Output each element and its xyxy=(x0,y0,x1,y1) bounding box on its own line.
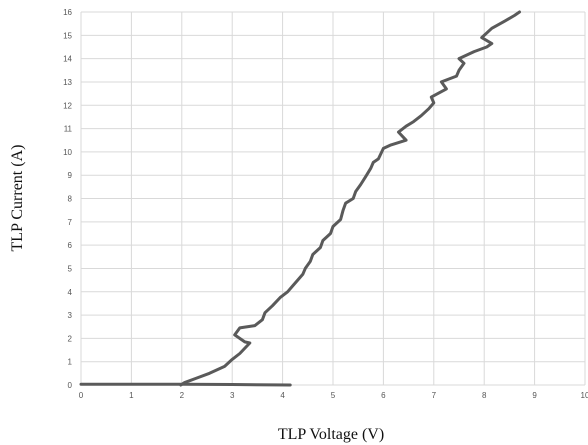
y-tick-label-15: 15 xyxy=(63,31,72,40)
y-tick-label-7: 7 xyxy=(68,218,73,227)
y-tick-label-11: 11 xyxy=(64,125,73,134)
y-tick-label-8: 8 xyxy=(68,195,73,204)
y-tick-label-10: 10 xyxy=(63,148,72,157)
x-tick-label-9: 9 xyxy=(532,391,537,400)
x-tick-label-10: 10 xyxy=(581,391,588,400)
y-tick-label-14: 14 xyxy=(63,55,72,64)
x-tick-label-1: 1 xyxy=(129,391,134,400)
y-tick-label-5: 5 xyxy=(68,264,73,273)
series-line-1 xyxy=(179,10,521,387)
y-tick-label-6: 6 xyxy=(68,241,73,250)
x-tick-label-7: 7 xyxy=(432,391,437,400)
y-tick-label-9: 9 xyxy=(68,171,73,180)
y-tick-label-3: 3 xyxy=(68,311,73,320)
y-tick-label-12: 12 xyxy=(63,101,72,110)
x-tick-label-8: 8 xyxy=(482,391,487,400)
x-axis-label: TLP Voltage (V) xyxy=(278,426,384,443)
x-tick-labels: 0 1 2 3 4 5 6 7 8 9 10 xyxy=(79,391,588,400)
series-line-0 xyxy=(79,382,292,387)
x-tick-label-2: 2 xyxy=(180,391,185,400)
data-series xyxy=(79,10,521,387)
y-tick-label-2: 2 xyxy=(68,334,73,343)
x-tick-label-6: 6 xyxy=(381,391,386,400)
y-tick-label-0: 0 xyxy=(68,381,73,390)
y-tick-label-13: 13 xyxy=(63,78,72,87)
y-tick-label-4: 4 xyxy=(68,288,73,297)
x-tick-label-0: 0 xyxy=(79,391,84,400)
y-axis-label: TLP Current (A) xyxy=(9,145,26,252)
x-tick-label-3: 3 xyxy=(230,391,235,400)
y-tick-label-1: 1 xyxy=(68,358,73,367)
x-tick-label-4: 4 xyxy=(280,391,285,400)
x-tick-label-5: 5 xyxy=(331,391,336,400)
grid-lines xyxy=(80,11,586,386)
y-tick-label-16: 16 xyxy=(63,8,72,17)
